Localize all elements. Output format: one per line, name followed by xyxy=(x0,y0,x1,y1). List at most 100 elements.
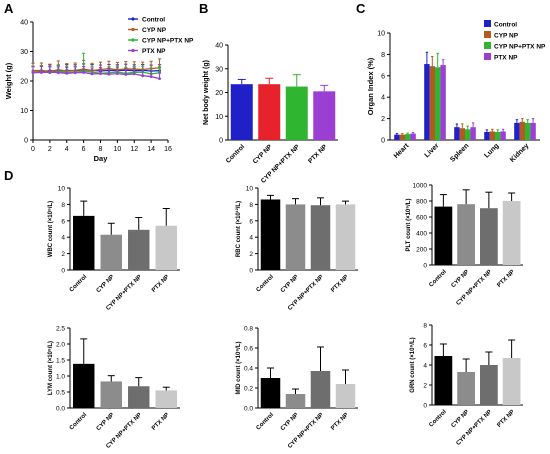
bar xyxy=(435,67,441,140)
legend-label: Control xyxy=(494,22,517,29)
data-point xyxy=(158,77,161,81)
data-point xyxy=(99,72,102,76)
y-tick-label: 2.0 xyxy=(56,342,65,349)
data-point xyxy=(48,70,52,74)
bar xyxy=(519,121,525,140)
chart-net-body-weight: 0 10 20 30 40 Net body weight (g) Control CYP N… xyxy=(203,43,338,185)
bar xyxy=(128,386,150,408)
bar xyxy=(530,122,536,140)
y-tick-label: 6 xyxy=(61,218,65,225)
data-point xyxy=(73,71,77,75)
chart-plt-count: 0 200 400 600 800 1000 PLT count (×10⁹/L) Contr… xyxy=(406,183,523,307)
y-tick-label: 0 xyxy=(219,138,223,145)
y-tick-label: 0.0 xyxy=(56,406,65,413)
bar xyxy=(429,66,435,140)
panel-letter-b: B xyxy=(199,1,208,16)
data-point xyxy=(90,72,94,76)
x-axis-label: Day xyxy=(94,154,109,163)
panel-letter-a: A xyxy=(4,1,14,16)
y-tick-label: 800 xyxy=(416,199,427,206)
x-tick-label: CYP NP xyxy=(96,412,116,432)
x-tick-label: 16 xyxy=(164,146,172,153)
y-tick-label: 6 xyxy=(423,343,427,350)
bar xyxy=(465,129,471,140)
y-tick-label: 0 xyxy=(381,138,385,145)
x-tick-label: CYP NP xyxy=(252,143,274,165)
x-tick-label: CYP NP xyxy=(280,412,300,432)
x-tick-label: 14 xyxy=(147,146,155,153)
x-tick-label: Kidney xyxy=(509,142,531,164)
legend-marker xyxy=(131,27,135,32)
series-line xyxy=(32,71,160,80)
bar xyxy=(394,134,400,140)
x-tick-label: Heart xyxy=(393,142,411,160)
bar xyxy=(335,204,356,270)
chart-organ-index: 0 2 4 6 8 10 Organ Index (%) Heart Liver Spleen Lu… xyxy=(366,20,546,164)
y-tick-label: 10 xyxy=(20,108,28,115)
y-tick-label: 0.6 xyxy=(244,346,253,353)
panel-letter-c: C xyxy=(356,1,366,16)
legend-label: CYP NP+PTX NP xyxy=(142,38,194,45)
data-point xyxy=(141,74,145,78)
bar xyxy=(424,64,430,140)
y-tick-label: 400 xyxy=(416,231,427,238)
legend-marker xyxy=(131,48,135,53)
x-tick-label: 12 xyxy=(130,146,138,153)
bar xyxy=(457,372,475,405)
x-tick-label: Control xyxy=(69,412,89,432)
x-tick-label: CYP NP xyxy=(280,274,300,294)
x-tick-label: 10 xyxy=(113,146,121,153)
bar xyxy=(410,133,416,140)
legend-marker xyxy=(131,17,135,21)
data-point xyxy=(40,71,43,74)
x-tick-label: Lung xyxy=(483,142,500,159)
bar xyxy=(399,134,405,140)
bar xyxy=(73,215,95,270)
x-tick-label: CYP NP xyxy=(451,409,471,429)
x-tick-label: Control xyxy=(225,143,246,164)
bar xyxy=(405,134,411,140)
x-tick-label: 2 xyxy=(48,146,52,153)
bar xyxy=(260,378,281,408)
y-tick-label: 40 xyxy=(20,20,28,27)
bar xyxy=(285,394,306,408)
legend-swatch xyxy=(484,53,491,60)
bar xyxy=(459,128,465,140)
bar xyxy=(454,127,460,140)
bar xyxy=(155,390,177,408)
y-tick-label: 0 xyxy=(24,138,28,145)
x-tick-label: Control xyxy=(428,269,448,289)
y-tick-label: 2 xyxy=(381,116,385,123)
x-tick-label: 6 xyxy=(82,146,86,153)
y-tick-label: 4 xyxy=(423,363,427,370)
bar xyxy=(155,225,177,270)
y-tick-label: 10 xyxy=(377,31,385,38)
y-tick-label: 20 xyxy=(215,90,223,97)
data-point xyxy=(107,72,111,76)
y-axis-label: PLT count (×10⁹/L) xyxy=(406,199,412,252)
x-tick-label: PTX NP xyxy=(496,409,516,429)
x-tick-label: Control xyxy=(256,412,276,432)
panel-letter-d: D xyxy=(4,168,13,183)
bar xyxy=(457,204,475,265)
legend-label: PTX NP xyxy=(494,55,518,62)
legend-swatch xyxy=(484,31,491,38)
chart-weight-over-time: 0 10 20 30 40 Weight (g) 0 2 4 6 8 10 12 14 16 Day Contr… xyxy=(4,17,194,164)
series-line xyxy=(32,67,160,73)
x-tick-label: PTX NP xyxy=(151,274,171,294)
y-tick-label: 0.4 xyxy=(244,366,253,373)
y-tick-label: 8 xyxy=(61,202,65,209)
y-tick-label: 600 xyxy=(416,215,427,222)
y-tick-label: 30 xyxy=(20,49,28,56)
legend-swatch xyxy=(484,42,491,49)
y-tick-label: 4 xyxy=(249,235,253,242)
y-tick-label: 2 xyxy=(61,251,65,258)
data-point xyxy=(65,71,69,75)
y-tick-label: 30 xyxy=(215,66,223,73)
data-point xyxy=(115,72,119,76)
y-tick-label: 0 xyxy=(249,268,253,275)
y-tick-label: 8 xyxy=(423,323,427,330)
bar xyxy=(440,65,446,140)
